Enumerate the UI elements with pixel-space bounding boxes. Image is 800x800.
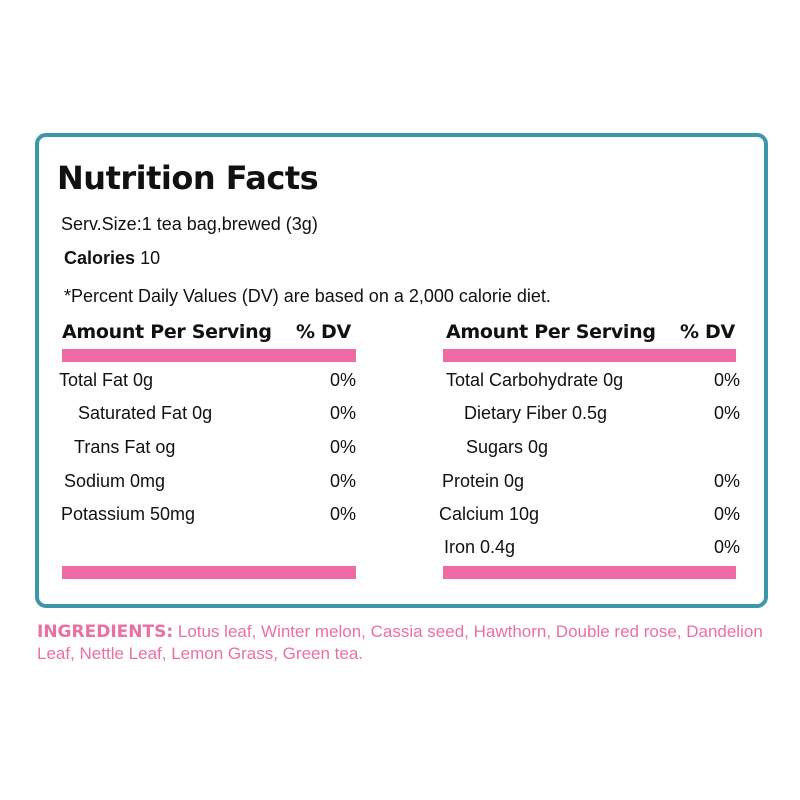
page-title: Nutrition Facts [57,159,319,197]
nutrient-name: Sugars 0g [466,437,549,457]
ingredients: INGREDIENTS: Lotus leaf, Winter melon, C… [37,621,777,665]
nutrient-dv: 0% [713,537,740,557]
calories: Calories 10 [64,248,160,268]
nutrient-name: Dietary Fiber 0.5g [464,403,608,423]
nutrient-name: Sodium 0mg [64,471,166,491]
nutrition-label-frame [35,133,768,608]
nutrient-dv: 0% [329,504,356,524]
nutrient-name: Calcium 10g [439,504,540,524]
nutrient-dv: 0% [329,471,356,491]
nutrient-dv: 0% [329,437,356,457]
nutrient-name: Saturated Fat 0g [78,403,213,423]
serving-size: Serv.Size:1 tea bag,brewed (3g) [61,214,318,234]
left-top-bar [62,349,356,362]
nutrient-name: Potassium 50mg [61,504,196,524]
nutrient-dv: 0% [713,370,740,390]
calories-label: Calories [64,248,136,268]
nutrient-name: Iron 0.4g [444,537,516,557]
left-header-amount: Amount Per Serving [62,321,272,343]
right-bottom-bar [443,566,736,579]
dv-note: *Percent Daily Values (DV) are based on … [64,286,551,306]
nutrient-dv: 0% [713,471,740,491]
nutrient-dv: 0% [713,403,740,423]
nutrient-dv: 0% [713,504,740,524]
ingredients-label: INGREDIENTS: [37,622,174,642]
right-header-amount: Amount Per Serving [446,321,656,343]
left-bottom-bar [62,566,356,579]
nutrient-name: Trans Fat og [74,437,176,457]
ingredients-list: Lotus leaf, Winter melon, Cassia seed, H… [37,622,763,663]
nutrient-name: Total Fat 0g [59,370,154,390]
nutrient-name: Protein 0g [442,471,525,491]
nutrient-name: Total Carbohydrate 0g [446,370,624,390]
nutrient-dv: 0% [329,370,356,390]
left-header-dv: % DV [296,321,351,343]
right-top-bar [443,349,736,362]
calories-value: 10 [140,248,161,268]
nutrient-dv: 0% [329,403,356,423]
right-header-dv: % DV [680,321,735,343]
